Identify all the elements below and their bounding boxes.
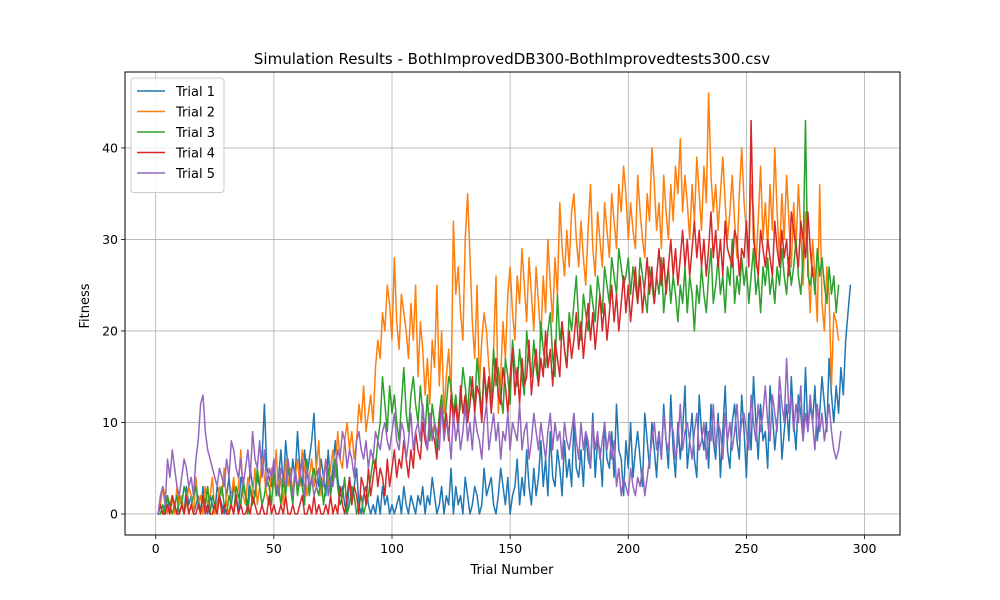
y-tick-label: 40 [102, 140, 118, 155]
x-tick-label: 250 [734, 541, 758, 556]
legend-label: Trial 5 [175, 167, 215, 182]
series-layer [157, 92, 852, 515]
series-line-4 [157, 119, 814, 515]
series-line-3 [157, 119, 840, 515]
x-tick-label: 200 [616, 541, 640, 556]
y-tick-label: 10 [102, 415, 118, 430]
x-tick-label: 50 [266, 541, 282, 556]
legend-label: Trial 3 [175, 126, 215, 141]
series-line-2 [157, 92, 840, 515]
grid-lines [125, 72, 900, 535]
x-tick-label: 150 [498, 541, 522, 556]
chart-title: Simulation Results - BothImprovedDB300-B… [254, 50, 770, 68]
y-axis-label: Fitness [78, 283, 93, 328]
legend-label: Trial 2 [175, 106, 215, 121]
y-tick-label: 20 [102, 323, 118, 338]
tick-layer: 0 50 100 150 200 250 300 0 10 20 30 40 [102, 140, 876, 556]
series-line-5 [157, 357, 842, 515]
x-tick-label: 300 [853, 541, 877, 556]
y-tick-label: 0 [110, 506, 118, 521]
x-tick-label: 0 [152, 541, 160, 556]
legend-box [130, 77, 225, 193]
plot-area: 0 50 100 150 200 250 300 0 10 20 30 40 [102, 71, 901, 556]
legend: Trial 1 Trial 2 Trial 3 Trial 4 Trial 5 [130, 77, 225, 193]
x-axis-label: Trial Number [470, 563, 555, 578]
axes-frame [124, 71, 901, 536]
x-tick-label: 100 [380, 541, 404, 556]
legend-label: Trial 4 [175, 147, 215, 162]
legend-label: Trial 1 [175, 85, 215, 100]
y-tick-label: 30 [102, 232, 118, 247]
